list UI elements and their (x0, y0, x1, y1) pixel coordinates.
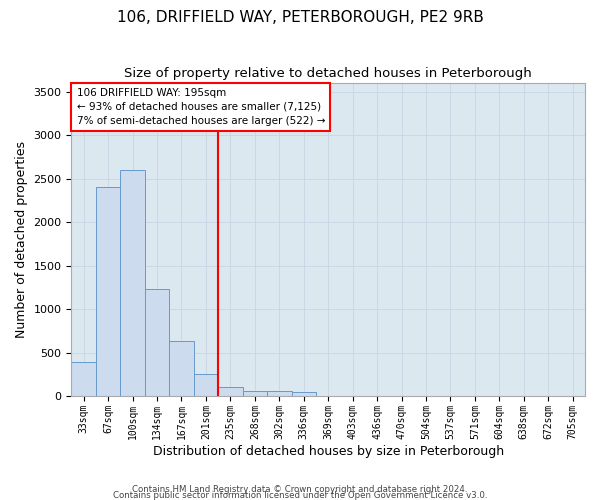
Text: 106 DRIFFIELD WAY: 195sqm
← 93% of detached houses are smaller (7,125)
7% of sem: 106 DRIFFIELD WAY: 195sqm ← 93% of detac… (77, 88, 325, 126)
Bar (242, 391, 267, 396)
Bar (292, 392, 316, 396)
Text: 106, DRIFFIELD WAY, PETERBOROUGH, PE2 9RB: 106, DRIFFIELD WAY, PETERBOROUGH, PE2 9R… (116, 10, 484, 25)
Bar (218, 388, 242, 396)
Bar (121, 170, 145, 396)
Bar (267, 392, 292, 396)
Bar (71, 362, 96, 396)
Y-axis label: Number of detached properties: Number of detached properties (15, 141, 28, 338)
Bar (169, 342, 194, 396)
X-axis label: Distribution of detached houses by size in Peterborough: Distribution of detached houses by size … (152, 444, 504, 458)
Bar (194, 374, 218, 396)
Bar (145, 289, 169, 396)
Bar (96, 188, 121, 396)
Title: Size of property relative to detached houses in Peterborough: Size of property relative to detached ho… (124, 68, 532, 80)
Text: Contains public sector information licensed under the Open Government Licence v3: Contains public sector information licen… (113, 490, 487, 500)
Text: Contains HM Land Registry data © Crown copyright and database right 2024.: Contains HM Land Registry data © Crown c… (132, 484, 468, 494)
